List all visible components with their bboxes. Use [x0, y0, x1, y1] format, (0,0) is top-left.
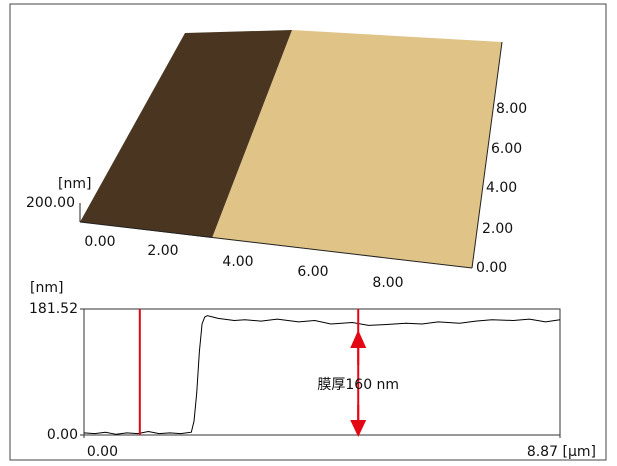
annotation: 膜厚160 nm [317, 377, 399, 393]
plot-frame [83, 308, 561, 436]
x-axis-3d [79, 221, 473, 269]
y-label-3d: 4.00 [486, 180, 517, 196]
y-tick-label: 0.00 [47, 427, 78, 443]
y-label-3d: 0.00 [476, 260, 507, 276]
film-region [212, 30, 502, 268]
y-tick-label: 181.52 [29, 301, 78, 317]
x-label-3d: 6.00 [297, 264, 328, 280]
x-label-3d: 4.00 [222, 254, 253, 270]
z-unit: [nm] [58, 176, 91, 192]
substrate-region [80, 30, 292, 238]
x-label-3d: 2.00 [147, 243, 178, 259]
y-unit: [nm] [30, 280, 63, 296]
surface-3d: [nm] 200.00 0.00 2.00 4.00 6.00 8.00 0.0… [26, 30, 527, 291]
y-label-3d: 6.00 [491, 141, 522, 157]
x-unit: [µm] [563, 444, 596, 460]
y-label-3d: 8.00 [496, 101, 527, 117]
y-label-3d: 2.00 [482, 221, 513, 237]
x-label-3d: 8.00 [372, 275, 403, 291]
x-tick-label: 8.87 [527, 444, 558, 460]
z-label: 200.00 [26, 195, 75, 211]
y-axis-3d [471, 41, 503, 269]
arrow-head [350, 420, 367, 437]
x-tick-label: 0.00 [87, 444, 118, 460]
arrow-head [350, 330, 367, 348]
profile-line [83, 315, 561, 435]
x-label-3d: 0.00 [84, 234, 115, 250]
